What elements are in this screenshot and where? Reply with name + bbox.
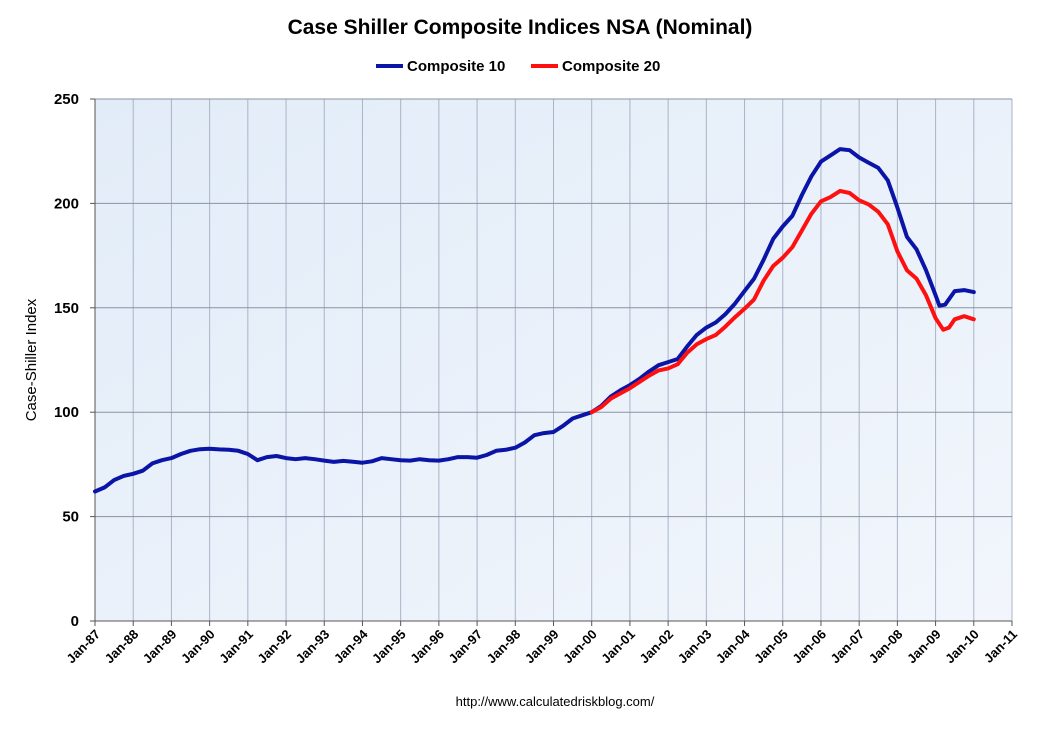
x-tick-label: Jan-10 [942, 627, 982, 667]
legend-label-composite-10: Composite 10 [407, 58, 505, 75]
x-tick-label: Jan-09 [904, 627, 944, 667]
y-tick-label: 100 [54, 404, 79, 421]
x-tick-label: Jan-08 [866, 627, 906, 667]
x-tick-label: Jan-05 [751, 627, 791, 667]
x-tick-label: Jan-90 [178, 627, 218, 667]
x-tick-label: Jan-91 [216, 627, 256, 667]
x-tick-label: Jan-03 [675, 627, 715, 667]
series-lines [93, 147, 976, 494]
x-tick-label: Jan-02 [637, 627, 677, 667]
x-tick-label: Jan-98 [484, 627, 524, 667]
x-tick-label: Jan-96 [407, 627, 447, 667]
series-line-composite-20 [589, 188, 976, 415]
x-tick-label: Jan-06 [789, 627, 829, 667]
legend-label-composite-20: Composite 20 [562, 58, 660, 75]
x-tick-label: Jan-00 [560, 627, 600, 667]
x-tick-label: Jan-95 [369, 627, 409, 667]
x-tick-label: Jan-94 [331, 626, 371, 666]
y-tick-label: 150 [54, 300, 79, 317]
y-tick-label: 0 [71, 613, 79, 630]
x-tick-label: Jan-11 [981, 627, 1020, 666]
footer-url: http://www.calculatedriskblog.com/ [456, 694, 655, 709]
x-tick-label: Jan-87 [63, 627, 103, 667]
legend: Composite 10 Composite 20 [376, 58, 660, 75]
x-tick-label: Jan-99 [522, 627, 562, 667]
y-tick-label: 250 [54, 91, 79, 108]
x-tick-label: Jan-92 [254, 627, 294, 667]
x-tick-label: Jan-88 [102, 627, 142, 667]
x-tick-label: Jan-93 [293, 627, 333, 667]
x-tick-label: Jan-04 [713, 626, 753, 666]
x-tick-label: Jan-89 [140, 627, 180, 667]
y-axis-label: Case-Shiller Index [23, 298, 40, 421]
y-tick-label: 200 [54, 195, 79, 212]
x-tick-label: Jan-97 [445, 627, 485, 667]
y-tick-label: 50 [62, 509, 79, 526]
x-tick-label: Jan-01 [598, 627, 638, 667]
x-tick-label: Jan-07 [828, 627, 868, 667]
chart-title: Case Shiller Composite Indices NSA (Nomi… [288, 16, 753, 39]
series-line-composite-10 [93, 147, 976, 494]
